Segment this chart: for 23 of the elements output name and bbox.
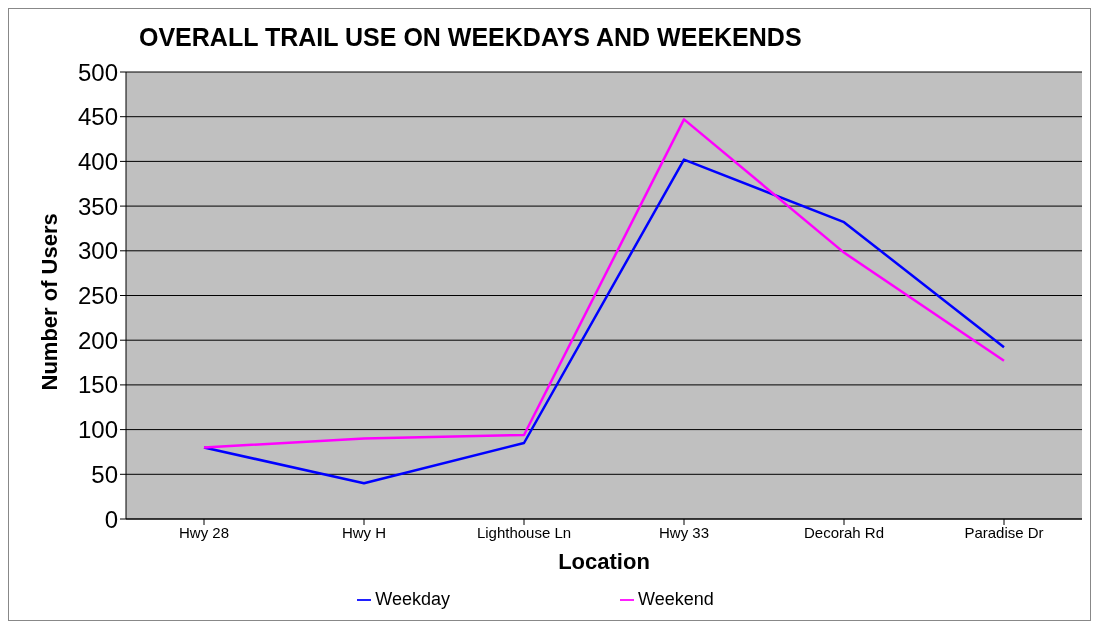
x-tick-label: Hwy H (341, 523, 387, 541)
x-tick-label: Lighthouse Ln (476, 523, 572, 541)
x-tick-label: Hwy 28 (178, 523, 230, 541)
y-tick-label: 150 (77, 371, 118, 399)
line-series (202, 118, 1006, 449)
x-tick-label: Paradise Dr (964, 523, 1044, 541)
y-tick-label: 300 (77, 237, 118, 265)
legend-label: Weekend (638, 589, 714, 609)
y-tick-label: 500 (77, 58, 118, 86)
y-axis-title: Number of Users (36, 213, 62, 391)
y-tick-label: 400 (77, 147, 118, 175)
x-axis-title: Location (558, 549, 650, 574)
legend-label: Weekday (375, 589, 450, 609)
y-tick-label: 0 (104, 505, 118, 533)
x-tick-label: Decorah Rd (803, 523, 885, 541)
y-tick-label: 250 (77, 282, 118, 310)
y-tick-label: 200 (77, 326, 118, 354)
y-tick-label: 350 (77, 192, 118, 220)
y-tick-label: 100 (77, 416, 118, 444)
chart-title: OVERALL TRAIL USE ON WEEKDAYS AND WEEKENDS (139, 23, 802, 52)
x-tick-label: Hwy 33 (658, 523, 710, 541)
y-tick-label: 50 (91, 460, 118, 488)
y-tick-label: 450 (77, 103, 118, 131)
